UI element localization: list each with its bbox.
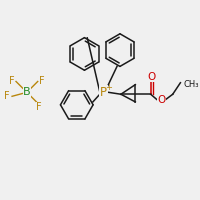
Text: O: O [157, 95, 165, 105]
Text: F: F [39, 76, 44, 86]
Text: F: F [36, 102, 41, 112]
Text: P: P [100, 86, 107, 99]
Text: +: + [105, 83, 112, 92]
Text: B: B [23, 87, 31, 97]
Text: CH₃: CH₃ [183, 80, 199, 89]
Text: F: F [9, 76, 15, 86]
Text: O: O [147, 72, 156, 82]
Text: F: F [4, 91, 10, 101]
